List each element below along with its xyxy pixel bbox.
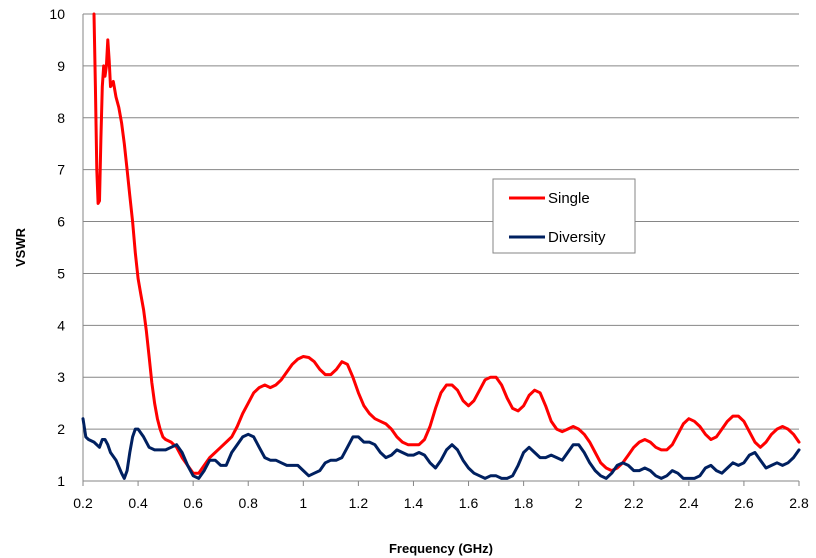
x-tick-label: 2.6 <box>734 495 754 511</box>
legend-box <box>492 178 636 254</box>
x-tick-label: 0.6 <box>183 495 203 511</box>
x-tick-label: 0.2 <box>73 495 93 511</box>
x-tick-label: 2.2 <box>624 495 644 511</box>
x-tick-label: 1.6 <box>459 495 479 511</box>
x-tick-label: 0.8 <box>238 495 258 511</box>
series-lines <box>81 12 801 480</box>
y-axis-title: VSWR <box>13 227 28 267</box>
x-tick-label: 2.4 <box>679 495 699 511</box>
y-tick-label: 8 <box>57 110 65 126</box>
gridlines <box>83 13 799 482</box>
x-tick-label: 1.2 <box>349 495 369 511</box>
x-tick-labels: 0.2 0.4 0.6 0.8 1 1.2 1.4 1.6 1.8 2 2.2 2.4 2.6 2.8 <box>73 481 809 511</box>
y-tick-label: 4 <box>57 317 65 333</box>
x-tick-label: 1.8 <box>514 495 534 511</box>
series-line-diversity <box>81 417 801 480</box>
x-tick-label: 2.8 <box>789 495 809 511</box>
y-tick-label: 2 <box>57 421 65 437</box>
legend: Single Diversity <box>492 178 636 254</box>
y-tick-label: 3 <box>57 369 65 385</box>
x-axis-title: Frequency (GHz) <box>389 541 493 556</box>
y-tick-labels: 1 2 3 4 5 6 7 8 9 10 <box>49 6 65 489</box>
y-tick-label: 6 <box>57 214 65 230</box>
x-tick-label: 1.4 <box>404 495 424 511</box>
x-tick-label: 1 <box>299 495 307 511</box>
y-tick-label: 7 <box>57 162 65 178</box>
y-tick-label: 9 <box>57 58 65 74</box>
y-tick-label: 5 <box>57 265 65 281</box>
series-line-single <box>92 12 801 475</box>
x-tick-label: 2 <box>575 495 583 511</box>
legend-label-diversity: Diversity <box>548 229 606 246</box>
axes <box>82 14 799 482</box>
legend-label-single: Single <box>548 190 590 207</box>
y-tick-label: 10 <box>49 6 65 22</box>
x-tick-label: 0.4 <box>128 495 148 511</box>
y-tick-label: 1 <box>57 473 65 489</box>
